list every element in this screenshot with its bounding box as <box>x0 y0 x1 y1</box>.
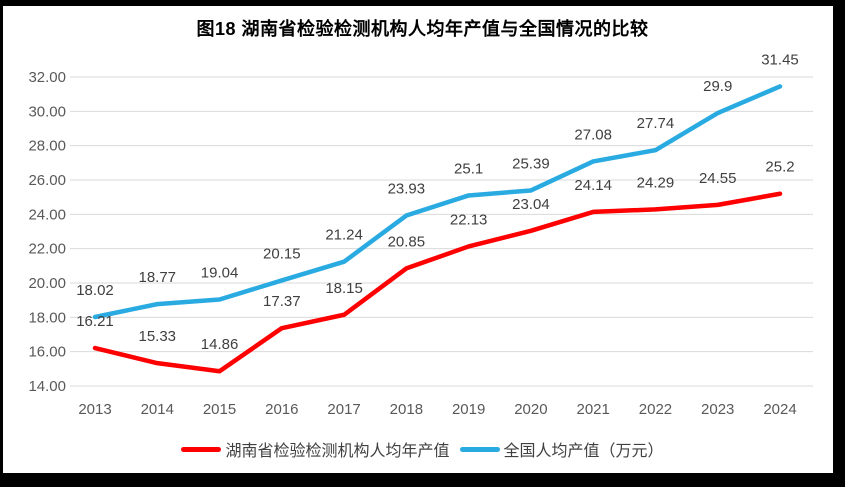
hunan-data-label: 18.15 <box>325 280 363 297</box>
hunan-legend-label: 湖南省检验检测机构人均年产值 <box>225 443 450 460</box>
x-axis-tick-label: 2016 <box>265 401 298 418</box>
y-axis-tick-label: 22.00 <box>28 241 66 258</box>
hunan-legend-item: 湖南省检验检测机构人均年产值 <box>181 437 450 461</box>
national-data-label: 31.45 <box>761 51 799 68</box>
x-axis-tick-label: 2022 <box>639 401 672 418</box>
x-axis-tick-label: 2019 <box>452 401 485 418</box>
y-axis-tick-label: 30.00 <box>28 103 66 120</box>
y-axis-tick-label: 32.00 <box>28 69 66 86</box>
y-axis-tick-label: 24.00 <box>28 206 66 223</box>
national-legend-label: 全国人均产值（万元） <box>503 443 664 460</box>
national-series-line <box>92 84 783 320</box>
hunan-data-label: 14.86 <box>201 336 239 353</box>
y-axis-tick-label: 18.00 <box>28 309 66 326</box>
national-data-label: 25.1 <box>454 160 483 177</box>
y-axis-tick-label: 14.00 <box>28 378 66 395</box>
hunan-data-label: 25.2 <box>765 159 794 176</box>
national-data-label: 18.77 <box>138 269 176 286</box>
hunan-data-label: 24.29 <box>637 174 675 191</box>
national-data-label: 27.74 <box>637 115 675 132</box>
national-legend-item: 全国人均产值（万元） <box>459 437 664 461</box>
national-data-label: 19.04 <box>201 264 239 281</box>
national-data-label: 23.93 <box>388 181 426 198</box>
hunan-legend-swatch <box>181 446 222 452</box>
x-axis-tick-label: 2013 <box>78 401 111 418</box>
x-axis-tick-label: 2020 <box>514 401 547 418</box>
x-axis-tick-label: 2018 <box>390 401 423 418</box>
national-legend-swatch <box>459 446 500 452</box>
chart-title: 图18 湖南省检验检测机构人均年产值与全国情况的比较 <box>196 19 649 39</box>
y-axis-tick-label: 26.00 <box>28 172 66 189</box>
national-data-label: 20.15 <box>263 245 301 262</box>
hunan-data-label: 24.55 <box>699 170 737 187</box>
x-axis-tick-label: 2015 <box>203 401 236 418</box>
hunan-data-label: 20.85 <box>388 233 426 250</box>
hunan-data-label: 16.21 <box>76 313 114 330</box>
y-axis-tick-label: 20.00 <box>28 275 66 292</box>
x-axis-tick-label: 2017 <box>327 401 360 418</box>
national-data-label: 29.9 <box>703 78 732 95</box>
national-data-label: 21.24 <box>325 227 363 244</box>
hunan-series-line <box>92 191 783 374</box>
y-axis-tick-label: 28.00 <box>28 138 66 155</box>
x-axis-tick-label: 2024 <box>763 401 796 418</box>
x-axis-tick-label: 2021 <box>576 401 609 418</box>
national-data-label: 25.39 <box>512 155 550 172</box>
hunan-data-label: 17.37 <box>263 293 301 310</box>
y-axis-tick-label: 16.00 <box>28 344 66 361</box>
chart-legend: 湖南省检验检测机构人均年产值 全国人均产值（万元） <box>0 438 845 460</box>
hunan-data-label: 24.14 <box>574 177 612 194</box>
national-data-label: 18.02 <box>76 282 114 299</box>
x-axis-tick-label: 2014 <box>141 401 174 418</box>
hunan-data-label: 23.04 <box>512 196 550 213</box>
hunan-data-label: 15.33 <box>138 328 176 345</box>
hunan-data-label: 22.13 <box>450 211 488 228</box>
x-axis-tick-label: 2023 <box>701 401 734 418</box>
national-data-label: 27.08 <box>574 126 612 143</box>
